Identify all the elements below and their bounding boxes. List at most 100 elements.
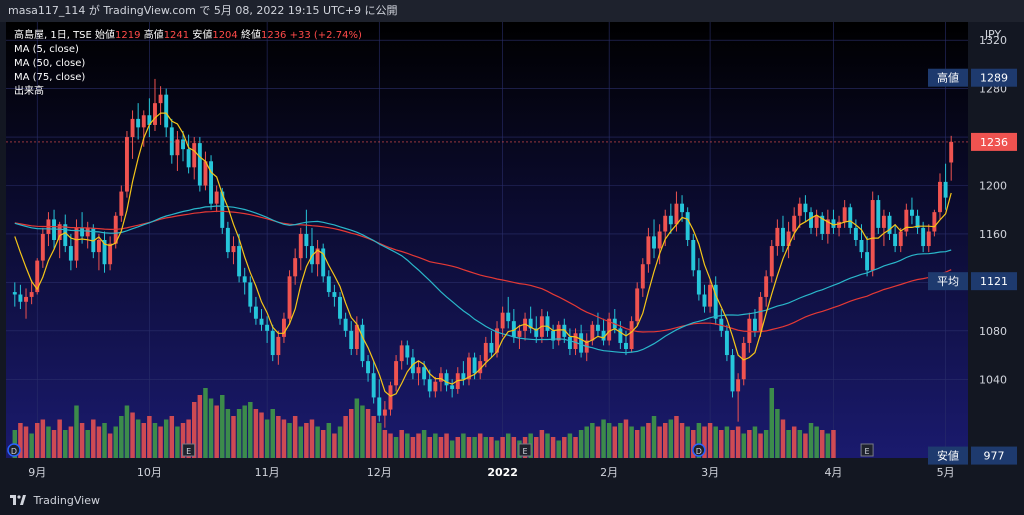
candle-body xyxy=(298,233,303,259)
volume-bar xyxy=(550,437,556,458)
candle-body xyxy=(467,357,471,380)
volume-bar xyxy=(410,437,416,458)
candle-body xyxy=(809,212,813,228)
legend-close-label: 終値 xyxy=(240,30,261,41)
price-label-box xyxy=(971,132,1017,151)
volume-bar xyxy=(668,419,674,458)
candle-body xyxy=(124,137,129,192)
candle-body xyxy=(640,264,645,289)
volume-bar xyxy=(763,430,769,458)
candle-body xyxy=(736,379,741,392)
candle-body xyxy=(242,276,247,283)
volume-bar xyxy=(253,409,259,458)
legend-ma5[interactable]: MA (5, close) xyxy=(14,44,79,55)
legend-ohlc: 高島屋, 1日, TSE 始値1219 高値1241 安値1204 終値1236… xyxy=(14,29,362,43)
volume-bar xyxy=(651,416,657,458)
volume-bar xyxy=(713,426,718,458)
volume-bar xyxy=(281,419,287,458)
volume-bar xyxy=(102,423,107,458)
volume-bar xyxy=(489,437,494,458)
candle-body xyxy=(511,321,516,337)
volume-bar xyxy=(34,423,40,458)
candle-body xyxy=(932,212,937,232)
volume-bar xyxy=(276,416,281,458)
volume-bar xyxy=(472,437,477,458)
candle-body xyxy=(848,207,853,228)
candle-body xyxy=(926,231,931,247)
price-axis-background xyxy=(968,22,1018,486)
volume-bar xyxy=(433,433,438,458)
candle-body xyxy=(209,161,214,204)
volume-bar xyxy=(315,426,320,458)
candle-body xyxy=(573,333,578,349)
candle-body xyxy=(349,330,354,349)
candle-body xyxy=(35,260,40,293)
candle-body xyxy=(147,115,152,125)
volume-bar xyxy=(57,419,62,458)
candle-body xyxy=(12,292,17,295)
candle-body xyxy=(758,296,763,331)
volume-bar xyxy=(393,437,399,458)
candle-body xyxy=(881,215,886,228)
volume-bar xyxy=(85,430,90,458)
volume-bar xyxy=(466,437,472,458)
tradingview-brand[interactable]: TradingView xyxy=(10,494,100,507)
candle-body xyxy=(764,276,769,297)
price-label-name-box xyxy=(928,272,968,291)
price-tick-label: 1320 xyxy=(979,34,1007,47)
price-label-name: 高値 xyxy=(937,71,959,85)
candle-body xyxy=(495,328,499,353)
candle-body xyxy=(652,236,656,249)
ma75-line xyxy=(14,210,952,333)
candle-body xyxy=(130,118,135,138)
legend-ma50[interactable]: MA (50, close) xyxy=(14,58,86,69)
volume-bar xyxy=(719,430,724,458)
candle-body xyxy=(399,345,404,362)
candle-body xyxy=(108,243,113,265)
candle-body xyxy=(730,355,735,392)
volume-bar xyxy=(427,437,432,458)
volume-bar xyxy=(236,409,242,458)
candle-body xyxy=(253,306,258,319)
volume-bar xyxy=(377,423,382,458)
volume-bar xyxy=(298,426,304,458)
price-label-box xyxy=(971,68,1017,87)
volume-bar xyxy=(629,426,634,458)
candle-body xyxy=(158,94,163,104)
volume-bar xyxy=(449,440,455,458)
candle-body xyxy=(921,227,926,247)
tradingview-logo-icon xyxy=(10,495,26,505)
legend-volume[interactable]: 出来高 xyxy=(14,86,44,97)
volume-bar xyxy=(130,412,135,458)
legend-close: 1236 xyxy=(260,30,287,41)
candle-body xyxy=(197,143,202,186)
candle-body xyxy=(422,367,427,380)
time-tick-label: 3月 xyxy=(701,466,719,479)
legend-ma75[interactable]: MA (75, close) xyxy=(14,72,86,83)
candle-body xyxy=(332,292,337,297)
volume-bar xyxy=(567,433,573,458)
volume-bar xyxy=(169,416,175,458)
candle-body xyxy=(40,233,45,261)
candle-body xyxy=(870,200,875,271)
volume-bar xyxy=(405,433,410,458)
volume-bar xyxy=(769,388,775,458)
candle-body xyxy=(842,207,847,222)
volume-bar xyxy=(814,426,819,458)
volume-bar xyxy=(819,430,825,458)
candle-body xyxy=(276,336,281,356)
candle-body xyxy=(478,361,483,374)
volume-bar xyxy=(825,433,831,458)
candle-body xyxy=(556,324,561,341)
candle-body xyxy=(528,318,533,329)
candle-body xyxy=(24,296,28,302)
candle-body xyxy=(500,312,505,329)
volume-bar xyxy=(539,430,545,458)
price-label-value: 977 xyxy=(984,450,1005,463)
candle-body xyxy=(382,409,387,416)
grid-lines xyxy=(6,22,968,458)
candle-body xyxy=(186,149,191,168)
volume-bar xyxy=(662,423,668,458)
